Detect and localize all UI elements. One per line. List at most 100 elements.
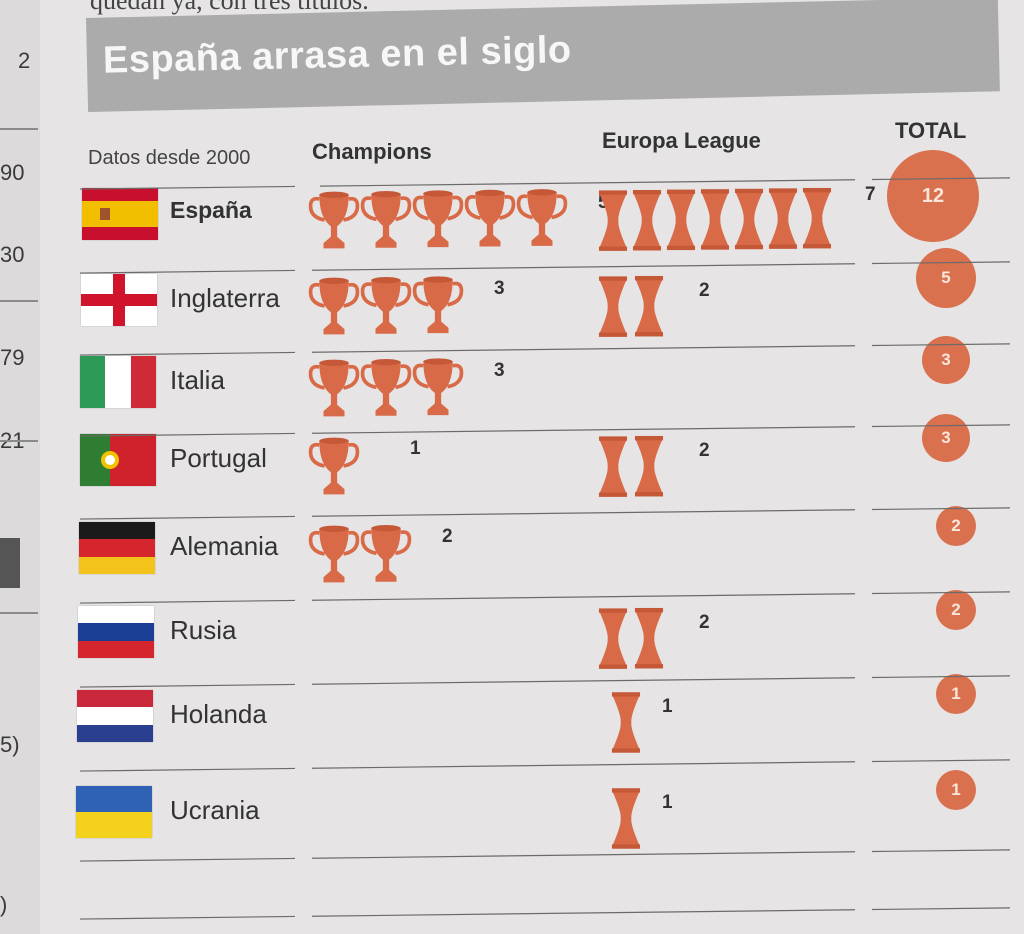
margin-number: 79 (0, 345, 25, 370)
column-header-total: TOTAL (895, 118, 967, 143)
champions-count: 1 (410, 438, 421, 459)
flag-germany (78, 522, 155, 574)
champions-trophy-icon (308, 437, 360, 495)
row-rule (871, 177, 1011, 181)
row-rule (319, 179, 856, 187)
row-rule (871, 507, 1011, 511)
margin-rule (0, 612, 38, 614)
row-rule (311, 909, 856, 917)
row-rule (79, 185, 296, 190)
europa-league-trophy-icon (632, 189, 662, 251)
row-rule (79, 269, 296, 274)
adjacent-column-block (0, 538, 20, 588)
country-label: Ucrania (170, 795, 260, 825)
champions-trophy-icon (360, 525, 412, 582)
champions-trophy-icon (308, 359, 360, 417)
europa-count: 7 (865, 184, 876, 205)
country-label: Portugal (170, 443, 267, 473)
champions-trophy-icon (360, 191, 412, 248)
europa-league-trophy-icon (700, 189, 730, 250)
row-rule (871, 261, 1011, 265)
row-rule (311, 677, 856, 685)
flag-spain (82, 188, 158, 240)
flag-netherlands (77, 690, 154, 742)
total-badge: 2 (936, 506, 976, 546)
europa-count: 2 (699, 440, 710, 461)
country-label: España (170, 197, 252, 223)
total-badge: 1 (936, 770, 976, 810)
total-badge: 12 (887, 150, 979, 242)
row-rule (871, 759, 1011, 763)
flag-england (81, 274, 158, 326)
row-rule (79, 857, 296, 862)
row-rule (79, 915, 296, 920)
row-rule (871, 907, 1011, 911)
margin-number: ) (0, 892, 8, 917)
champions-trophy-icon (412, 276, 464, 334)
europa-league-trophy-icon (611, 788, 641, 849)
margin-number: 90 (0, 160, 25, 185)
flag-portugal (79, 434, 156, 486)
europa-league-trophy-icon (634, 607, 664, 669)
row-rule (871, 591, 1011, 595)
subtitle: Datos desde 2000 (88, 147, 251, 169)
country-label: Italia (170, 365, 225, 395)
country-label: Alemania (170, 531, 279, 561)
europa-count: 1 (662, 696, 673, 717)
row-rule (871, 343, 1011, 347)
row-rule (79, 432, 296, 437)
country-label: Rusia (170, 615, 237, 645)
champions-count: 2 (442, 526, 453, 547)
column-header-champions: Champions (312, 139, 432, 164)
total-badge: 3 (922, 414, 970, 462)
total-badge: 1 (936, 674, 976, 714)
row-rule (79, 515, 296, 520)
champions-trophy-icon (308, 191, 360, 249)
champions-trophy-icon (360, 359, 412, 416)
europa-league-trophy-icon (802, 187, 832, 249)
row-rule (79, 767, 296, 772)
margin-number: 30 (0, 242, 25, 267)
europa-count: 2 (699, 612, 710, 633)
europa-league-trophy-icon (768, 188, 798, 249)
total-badge: 2 (936, 590, 976, 630)
flag-italy (80, 356, 157, 408)
champions-trophy-icon (308, 277, 360, 335)
europa-league-trophy-icon (634, 435, 664, 497)
country-label: Inglaterra (170, 283, 280, 313)
champions-trophy-icon (516, 189, 568, 246)
champions-count: 3 (494, 278, 505, 299)
europa-league-trophy-icon (598, 276, 628, 337)
adjacent-column-strip (0, 0, 40, 934)
europa-league-trophy-icon (666, 189, 696, 251)
row-rule (311, 509, 856, 517)
row-rule (871, 424, 1011, 428)
europa-league-trophy-icon (598, 608, 628, 669)
margin-rule (0, 128, 38, 130)
europa-count: 1 (662, 792, 673, 813)
champions-trophy-icon (412, 358, 464, 416)
page-top-text: quedan ya, con tres títulos. (90, 0, 369, 15)
row-rule (79, 351, 296, 356)
flag-ukraine (76, 786, 153, 838)
column-header-europa: Europa League (602, 128, 761, 153)
europa-league-trophy-icon (598, 190, 628, 251)
row-rule (311, 345, 856, 353)
row-rule (311, 263, 856, 271)
europa-count: 2 (699, 280, 710, 301)
country-label: Holanda (170, 699, 267, 729)
row-rule (79, 683, 296, 688)
row-rule (79, 599, 296, 604)
europa-league-trophy-icon (734, 188, 764, 250)
flag-russia (78, 606, 154, 658)
row-rule (311, 851, 856, 859)
europa-league-trophy-icon (611, 692, 641, 753)
margin-number: 5) (0, 732, 20, 757)
margin-number: 2 (18, 48, 31, 73)
row-rule (871, 675, 1011, 679)
margin-rule (0, 440, 38, 442)
row-rule (871, 849, 1011, 853)
row-rule (311, 761, 856, 769)
europa-league-trophy-icon (598, 436, 628, 497)
